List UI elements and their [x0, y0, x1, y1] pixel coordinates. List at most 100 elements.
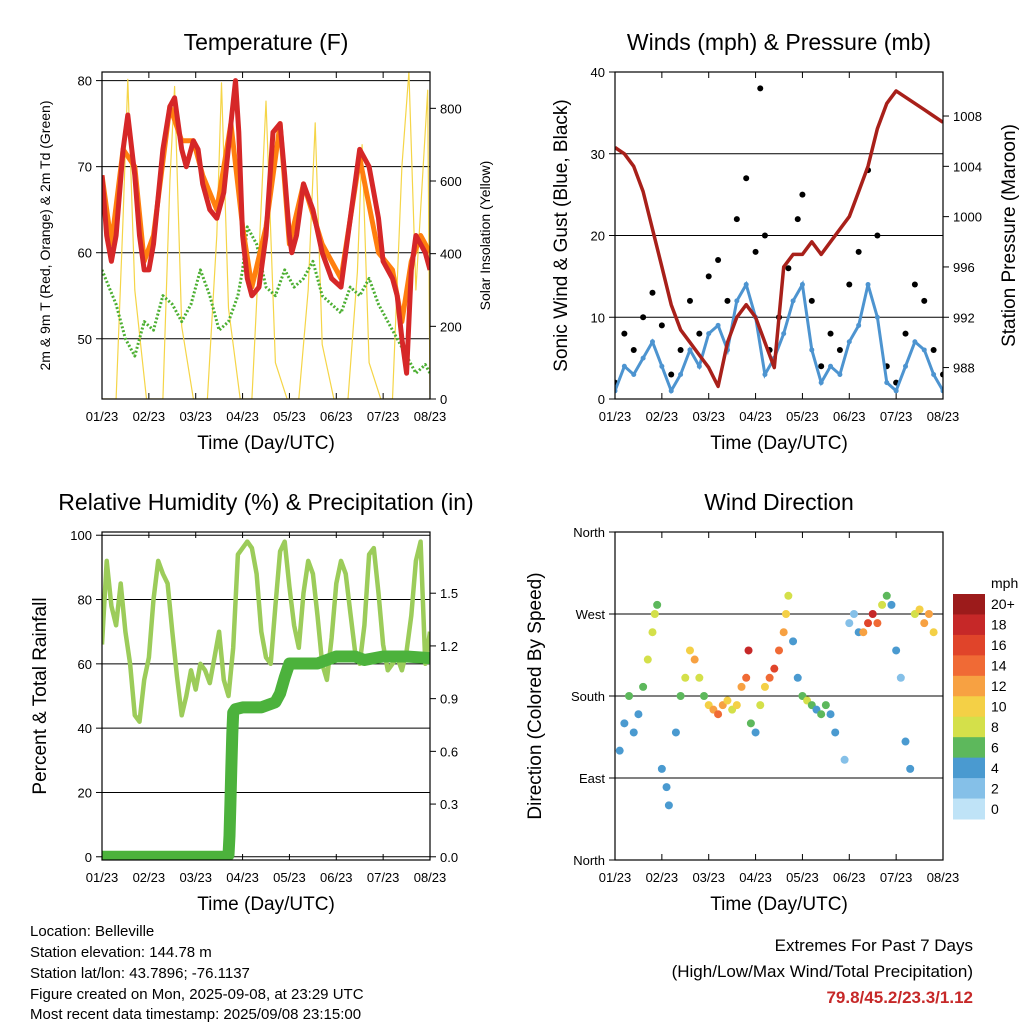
y2-tick-label: 1.5 — [440, 586, 458, 601]
panel-title: Wind Direction — [704, 489, 854, 515]
y-tick-label: 0 — [598, 392, 605, 407]
y-axis-label: Percent & Total Rainfall — [30, 597, 51, 794]
x-axis-label: Time (Day/UTC) — [197, 894, 335, 915]
gust-point — [640, 314, 647, 321]
x-tick-label: 07/23 — [367, 409, 400, 424]
gust-point — [715, 257, 722, 264]
wind-point — [931, 371, 937, 377]
plot-frame — [614, 71, 944, 400]
direction-point — [868, 610, 877, 618]
wind-point — [940, 388, 943, 394]
gust-point — [902, 330, 909, 337]
y-axis-label: 2m & 9m T (Red, Orange) & 2m Td (Green) — [37, 101, 53, 371]
y2-tick-label: 400 — [440, 247, 462, 262]
x-tick-label: 08/23 — [414, 870, 447, 885]
direction-point — [690, 655, 699, 664]
x-tick-label: 06/23 — [833, 409, 866, 424]
y2-tick-label: 0.9 — [440, 692, 458, 707]
gust-point — [799, 191, 806, 198]
wind-point — [743, 282, 749, 288]
direction-point — [765, 673, 774, 682]
direction-point — [695, 673, 704, 682]
colorbar-label: 10 — [991, 699, 1007, 715]
x-tick-label: 01/23 — [86, 870, 119, 885]
series-line-0 — [102, 78, 430, 376]
footer-elevation: Station elevation: 144.78 m — [30, 944, 212, 961]
colorbar-label: 14 — [991, 658, 1007, 674]
direction-point — [664, 801, 673, 810]
direction-point — [793, 673, 802, 682]
y-tick-label: 50 — [78, 332, 92, 347]
gust-point — [930, 346, 937, 353]
y-tick-label: East — [579, 771, 605, 786]
x-tick-label: 07/23 — [367, 870, 400, 885]
wind-point — [781, 331, 787, 337]
y2-axis-label: Station Pressure (Maroon) — [999, 124, 1020, 347]
direction-point — [625, 692, 634, 700]
x-tick-label: 07/23 — [880, 870, 913, 885]
x-axis-label: Time (Day/UTC) — [197, 433, 335, 454]
y-tick-label: 20 — [78, 785, 92, 800]
y-axis-label: Direction (Colored By Speed) — [525, 572, 546, 819]
colorbar-label: 0 — [991, 801, 999, 817]
colorbar-swatch — [953, 798, 985, 820]
gust-point — [757, 85, 764, 92]
colorbar-swatch — [953, 675, 985, 697]
direction-point — [887, 600, 896, 609]
x-tick-label: 01/23 — [599, 870, 632, 885]
wind-point — [865, 282, 871, 288]
wind-point — [846, 339, 852, 345]
direction-point — [671, 728, 680, 737]
y-tick-label: 80 — [78, 593, 92, 608]
x-axis-label: Time (Day/UTC) — [710, 894, 848, 915]
plot-frame — [101, 71, 431, 400]
panel-0: Temperature (F)50607080020040060080001/2… — [37, 29, 493, 454]
wind-point — [828, 363, 834, 369]
direction-point — [784, 591, 793, 600]
gust-point — [874, 232, 881, 239]
x-tick-label: 07/23 — [880, 409, 913, 424]
wind-point — [809, 347, 815, 353]
x-tick-label: 05/23 — [786, 870, 819, 885]
y2-tick-label: 1008 — [953, 109, 982, 124]
wind-point — [615, 388, 618, 394]
y2-tick-label: 1.2 — [440, 639, 458, 654]
direction-point — [924, 610, 933, 618]
direction-point — [732, 701, 741, 710]
colorbar-swatch — [953, 716, 985, 738]
humidity-line — [102, 539, 430, 724]
x-tick-label: 01/23 — [599, 409, 632, 424]
y2-tick-label: 200 — [440, 319, 462, 334]
y-axis-label: Sonic Wind & Gust (Blue, Black) — [551, 99, 572, 371]
wind-point — [659, 363, 665, 369]
plot-area — [615, 591, 938, 810]
x-tick-label: 06/23 — [320, 870, 353, 885]
colorbar-swatch — [953, 778, 985, 800]
y-tick-label: 30 — [591, 147, 605, 162]
gust-point — [621, 330, 628, 337]
direction-point — [821, 701, 830, 710]
plot-area — [615, 85, 943, 395]
direction-point — [831, 728, 840, 737]
wind-point — [640, 355, 646, 361]
gust-point — [677, 346, 684, 353]
y-tick-label: South — [571, 689, 605, 704]
wind-point — [706, 331, 712, 337]
footer-latest: Most recent data timestamp: 2025/09/08 2… — [30, 1006, 362, 1023]
direction-point — [751, 728, 760, 737]
y-tick-label: 70 — [78, 160, 92, 175]
direction-point — [782, 610, 791, 618]
y2-tick-label: 992 — [953, 310, 975, 325]
panel-title: Temperature (F) — [184, 29, 349, 55]
wind-point — [790, 298, 796, 304]
y-tick-label: 60 — [78, 657, 92, 672]
colorbar-label: 2 — [991, 780, 999, 796]
wind-point — [762, 371, 768, 377]
direction-point — [737, 682, 746, 691]
precip-line — [102, 650, 430, 860]
x-tick-label: 03/23 — [179, 870, 212, 885]
wind-point — [921, 347, 927, 353]
colorbar-label: 6 — [991, 739, 999, 755]
direction-point — [864, 619, 873, 628]
